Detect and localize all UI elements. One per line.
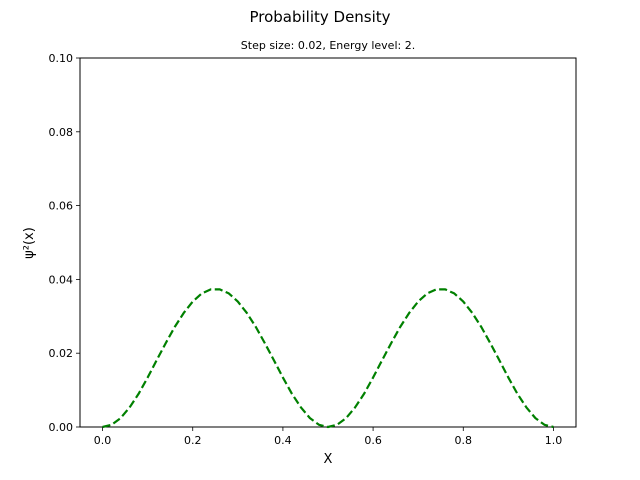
- x-axis-ticks: 0.0 0.2 0.4 0.6 0.8 1.0: [94, 427, 562, 447]
- series-layer: [102, 288, 554, 429]
- y-tick-label: 0.10: [49, 52, 74, 65]
- y-tick-label: 0.04: [49, 273, 74, 286]
- y-tick-label: 0.02: [49, 347, 74, 360]
- y-axis-ticks: 0.00 0.02 0.04 0.06 0.08 0.10: [49, 52, 80, 434]
- chart-title: Probability Density: [249, 8, 390, 26]
- x-tick-label: 0.6: [364, 434, 382, 447]
- y-tick-label: 0.00: [49, 421, 74, 434]
- y-tick-label: 0.06: [49, 200, 74, 213]
- x-tick-label: 0.0: [94, 434, 112, 447]
- x-axis-label: X: [324, 452, 333, 467]
- x-tick-label: 0.8: [455, 434, 473, 447]
- y-tick-label: 0.08: [49, 126, 74, 139]
- x-tick-label: 0.4: [274, 434, 292, 447]
- y-axis-label: ψ²(x): [22, 227, 37, 259]
- x-tick-label: 1.0: [545, 434, 563, 447]
- x-tick-label: 0.2: [184, 434, 202, 447]
- chart-subtitle: Step size: 0.02, Energy level: 2.: [241, 39, 415, 52]
- plot-area-frame: [79, 57, 577, 428]
- probability-density-line: [102, 288, 554, 429]
